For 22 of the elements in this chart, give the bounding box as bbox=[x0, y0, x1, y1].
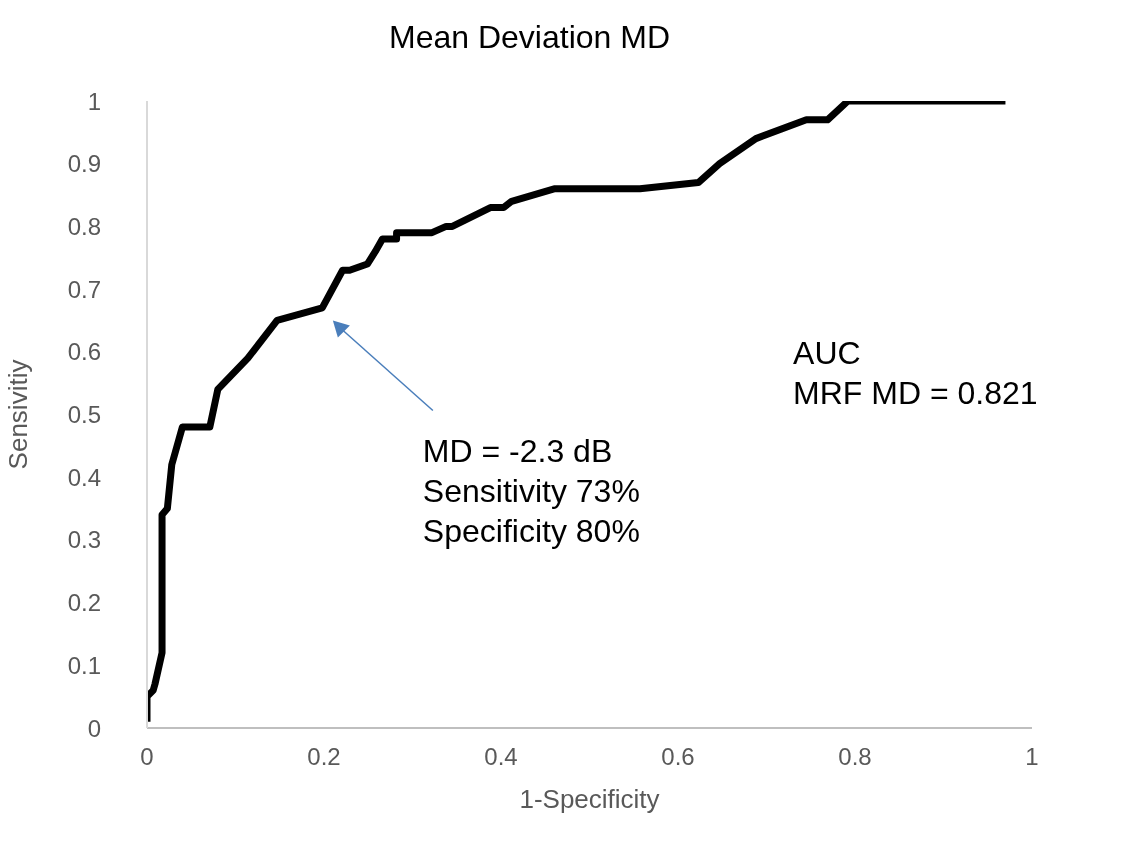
y-axis-title: Sensivitiy bbox=[3, 359, 34, 470]
y-tick-label: 0.4 bbox=[67, 463, 101, 491]
y-tick-label: 1 bbox=[87, 87, 101, 115]
y-tick-label: 0.7 bbox=[67, 275, 101, 303]
y-tick-label: 0.9 bbox=[67, 150, 101, 178]
y-tick-label: 0.2 bbox=[67, 589, 101, 617]
x-tick-label: 1 bbox=[1025, 743, 1039, 771]
x-tick-label: 0.4 bbox=[484, 743, 518, 771]
y-tick-label: 0.5 bbox=[67, 401, 101, 429]
x-tick-label: 0.6 bbox=[661, 743, 695, 771]
chart-title: Mean Deviation MD bbox=[389, 19, 670, 55]
x-axis-title: 1-Specificity bbox=[519, 784, 660, 814]
y-tick-label: 0.6 bbox=[67, 338, 101, 366]
annotation: MD = -2.3 dB Sensitivity 73% Specificity 80% bbox=[422, 433, 640, 550]
y-tick-label: 0.1 bbox=[67, 651, 101, 679]
x-tick-label: 0.2 bbox=[307, 743, 341, 771]
y-tick-label: 0.8 bbox=[67, 212, 101, 240]
annotation: AUC MRF MD = 0.821 bbox=[793, 335, 1038, 412]
y-tick-label: 0 bbox=[87, 714, 101, 742]
x-tick-label: 0 bbox=[140, 743, 154, 771]
x-tick-label: 0.8 bbox=[838, 743, 872, 771]
y-tick-label: 0.3 bbox=[67, 526, 101, 554]
